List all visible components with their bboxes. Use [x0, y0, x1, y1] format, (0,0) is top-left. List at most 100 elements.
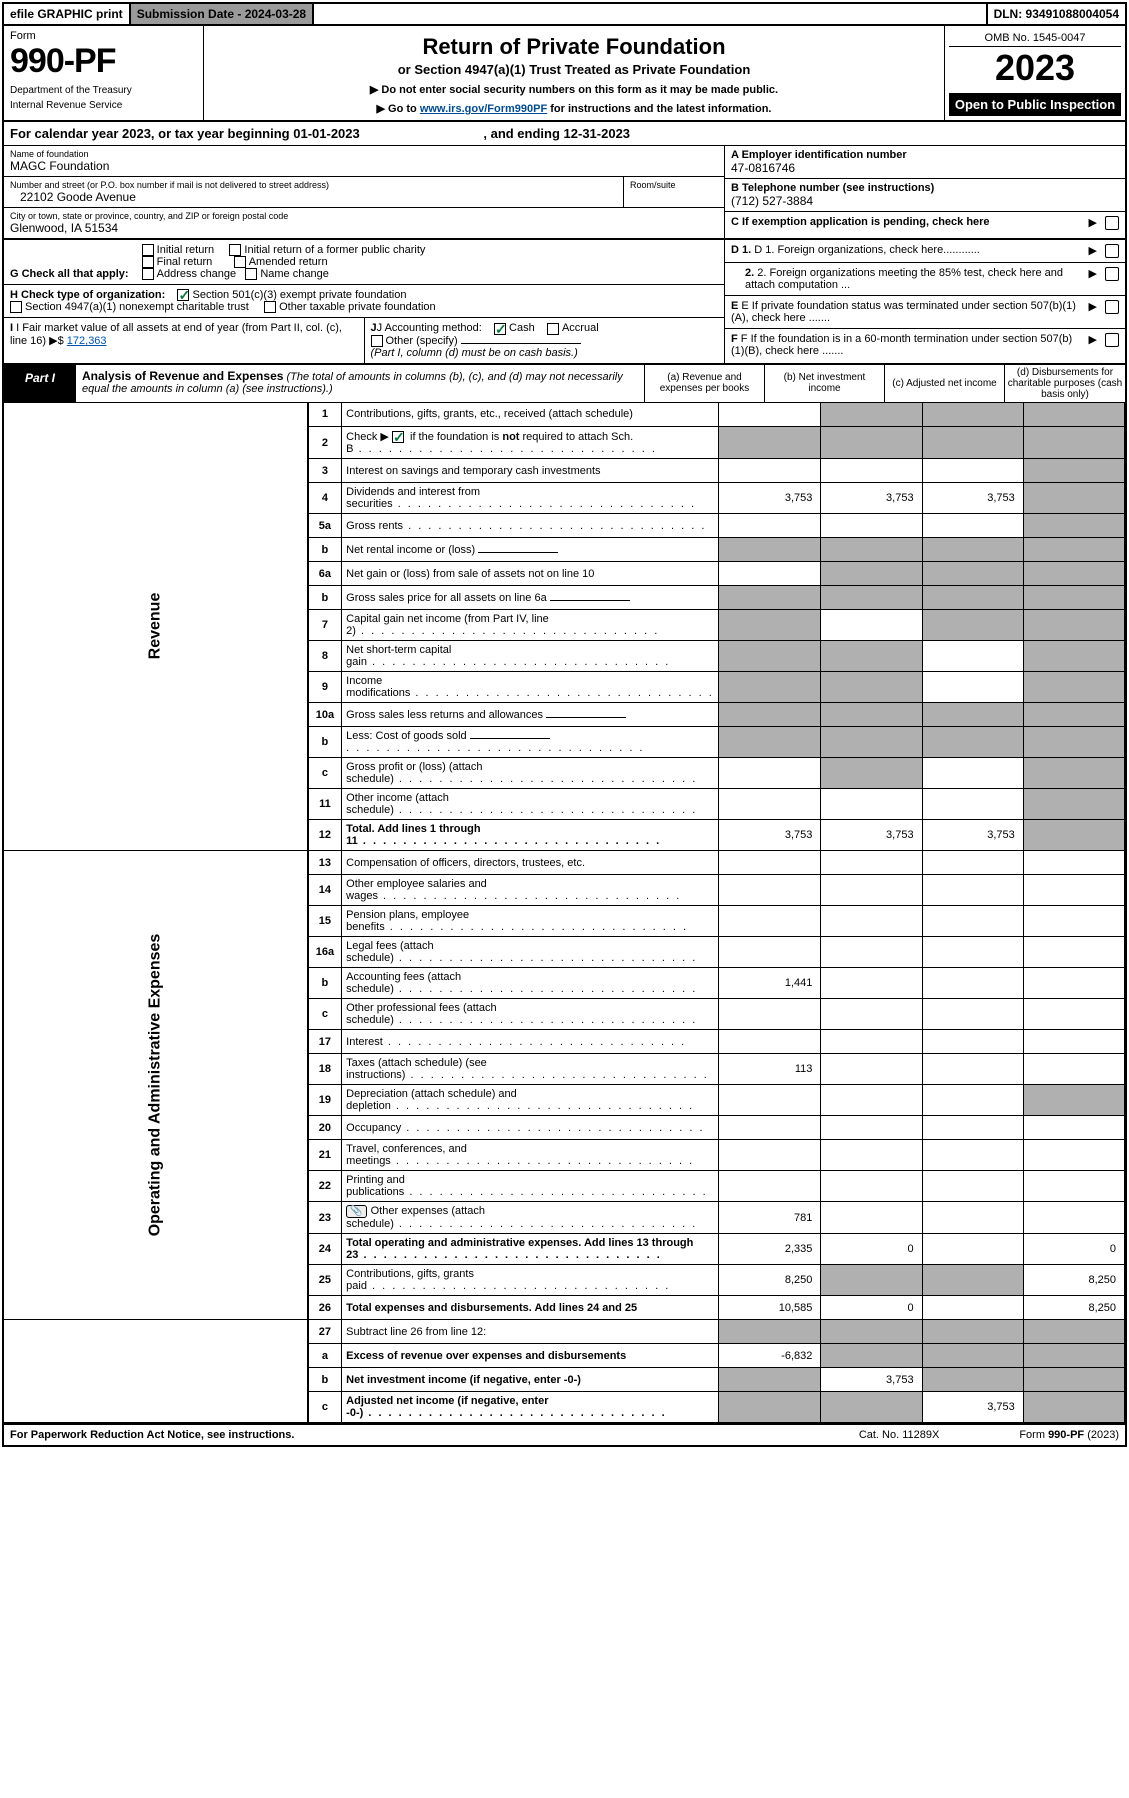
value-cell-c	[922, 586, 1023, 610]
header-right: OMB No. 1545-0047 2023 Open to Public In…	[945, 26, 1125, 120]
i-label: I Fair market value of all assets at end…	[10, 322, 342, 347]
value-cell-a	[718, 459, 821, 483]
value-cell-b: 3,753	[821, 483, 922, 514]
g-opt-4: Address change	[157, 268, 237, 280]
addr-label: Number and street (or P.O. box number if…	[10, 180, 617, 190]
line-number: 13	[308, 851, 342, 875]
table-row: Operating and Administrative Expenses13C…	[4, 851, 1125, 875]
i-value[interactable]: 172,363	[67, 335, 107, 347]
value-cell-c	[922, 459, 1023, 483]
value-cell-c	[922, 789, 1023, 820]
line-description: Other professional fees (attach schedule…	[342, 999, 719, 1030]
value-cell-c	[922, 906, 1023, 937]
g-name-checkbox[interactable]	[245, 268, 257, 280]
d2-checkbox[interactable]	[1105, 267, 1119, 281]
value-cell-d	[1023, 937, 1124, 968]
value-cell-d	[1023, 1140, 1124, 1171]
line-description: Less: Cost of goods sold	[342, 727, 719, 758]
value-cell-c	[922, 999, 1023, 1030]
line-number: 15	[308, 906, 342, 937]
g-amended-checkbox[interactable]	[234, 256, 246, 268]
g-address-checkbox[interactable]	[142, 268, 154, 280]
g-opt-0: Initial return	[157, 244, 214, 256]
value-cell-a	[718, 586, 821, 610]
form-title: Return of Private Foundation	[214, 34, 934, 60]
g-initial-checkbox[interactable]	[142, 244, 154, 256]
line-number: 16a	[308, 937, 342, 968]
line-description: Printing and publications	[342, 1171, 719, 1202]
j-cash-checkbox[interactable]	[494, 323, 506, 335]
instr-2: ▶ Go to www.irs.gov/Form990PF for instru…	[214, 102, 934, 115]
value-cell-b: 3,753	[821, 1368, 922, 1392]
value-cell-d	[1023, 1030, 1124, 1054]
cal-mid: , and ending	[483, 126, 563, 141]
value-cell-d	[1023, 727, 1124, 758]
line-description: Compensation of officers, directors, tru…	[342, 851, 719, 875]
value-cell-a: 8,250	[718, 1265, 821, 1296]
line-number: 20	[308, 1116, 342, 1140]
value-cell-a	[718, 703, 821, 727]
g-final-checkbox[interactable]	[142, 256, 154, 268]
value-cell-b	[821, 1085, 922, 1116]
value-cell-d: 0	[1023, 1234, 1124, 1265]
value-cell-b	[821, 403, 922, 427]
schb-checkbox[interactable]	[392, 431, 404, 443]
value-cell-a	[718, 514, 821, 538]
value-cell-b	[821, 875, 922, 906]
value-cell-c	[922, 968, 1023, 999]
j-cash: Cash	[509, 322, 535, 334]
open-public-badge: Open to Public Inspection	[949, 93, 1121, 116]
line-description: Contributions, gifts, grants paid	[342, 1265, 719, 1296]
table-row: 27Subtract line 26 from line 12:	[4, 1320, 1125, 1344]
instr-link[interactable]: www.irs.gov/Form990PF	[420, 103, 547, 115]
value-cell-a	[718, 672, 821, 703]
h-4947-checkbox[interactable]	[10, 301, 22, 313]
h-other-checkbox[interactable]	[264, 301, 276, 313]
value-cell-c	[922, 851, 1023, 875]
value-cell-d	[1023, 641, 1124, 672]
value-cell-d	[1023, 820, 1124, 851]
i-cell: I I Fair market value of all assets at e…	[4, 318, 365, 362]
line-number: 12	[308, 820, 342, 851]
value-cell-a	[718, 727, 821, 758]
footer-cat: Cat. No. 11289X	[859, 1429, 940, 1441]
j-accrual-checkbox[interactable]	[547, 323, 559, 335]
h-opt-2: Section 4947(a)(1) nonexempt charitable …	[25, 301, 249, 313]
line-description: Accounting fees (attach schedule)	[342, 968, 719, 999]
line-description: Gross sales price for all assets on line…	[342, 586, 719, 610]
h-opt-3: Other taxable private foundation	[279, 301, 436, 313]
schedule-icon[interactable]: 📎	[346, 1205, 366, 1218]
value-cell-c	[922, 727, 1023, 758]
d1-checkbox[interactable]	[1105, 244, 1119, 258]
value-cell-b	[821, 672, 922, 703]
line-number: c	[308, 999, 342, 1030]
f-checkbox[interactable]	[1105, 333, 1119, 347]
page-footer: For Paperwork Reduction Act Notice, see …	[4, 1423, 1125, 1445]
line-number: 27	[308, 1320, 342, 1344]
value-cell-c: 3,753	[922, 820, 1023, 851]
c-checkbox[interactable]	[1105, 216, 1119, 230]
value-cell-d	[1023, 758, 1124, 789]
d2-row: 2. 2. Foreign organizations meeting the …	[725, 263, 1125, 296]
line-number: b	[308, 727, 342, 758]
value-cell-c	[922, 610, 1023, 641]
value-cell-a	[718, 641, 821, 672]
value-cell-d	[1023, 672, 1124, 703]
top-bar: efile GRAPHIC print Submission Date - 20…	[2, 2, 1127, 26]
line-description: Travel, conferences, and meetings	[342, 1140, 719, 1171]
value-cell-a	[718, 789, 821, 820]
e-checkbox[interactable]	[1105, 300, 1119, 314]
line-number: 1	[308, 403, 342, 427]
value-cell-b	[821, 641, 922, 672]
cal-end: 12-31-2023	[564, 126, 631, 141]
line-description: Capital gain net income (from Part IV, l…	[342, 610, 719, 641]
h-501c3-checkbox[interactable]	[177, 289, 189, 301]
value-cell-a	[718, 1392, 821, 1423]
j-other-checkbox[interactable]	[371, 335, 383, 347]
value-cell-c	[922, 1085, 1023, 1116]
g-initial-former-checkbox[interactable]	[229, 244, 241, 256]
value-cell-a	[718, 610, 821, 641]
value-cell-b	[821, 514, 922, 538]
j-accrual: Accrual	[562, 322, 599, 334]
value-cell-a: 3,753	[718, 820, 821, 851]
